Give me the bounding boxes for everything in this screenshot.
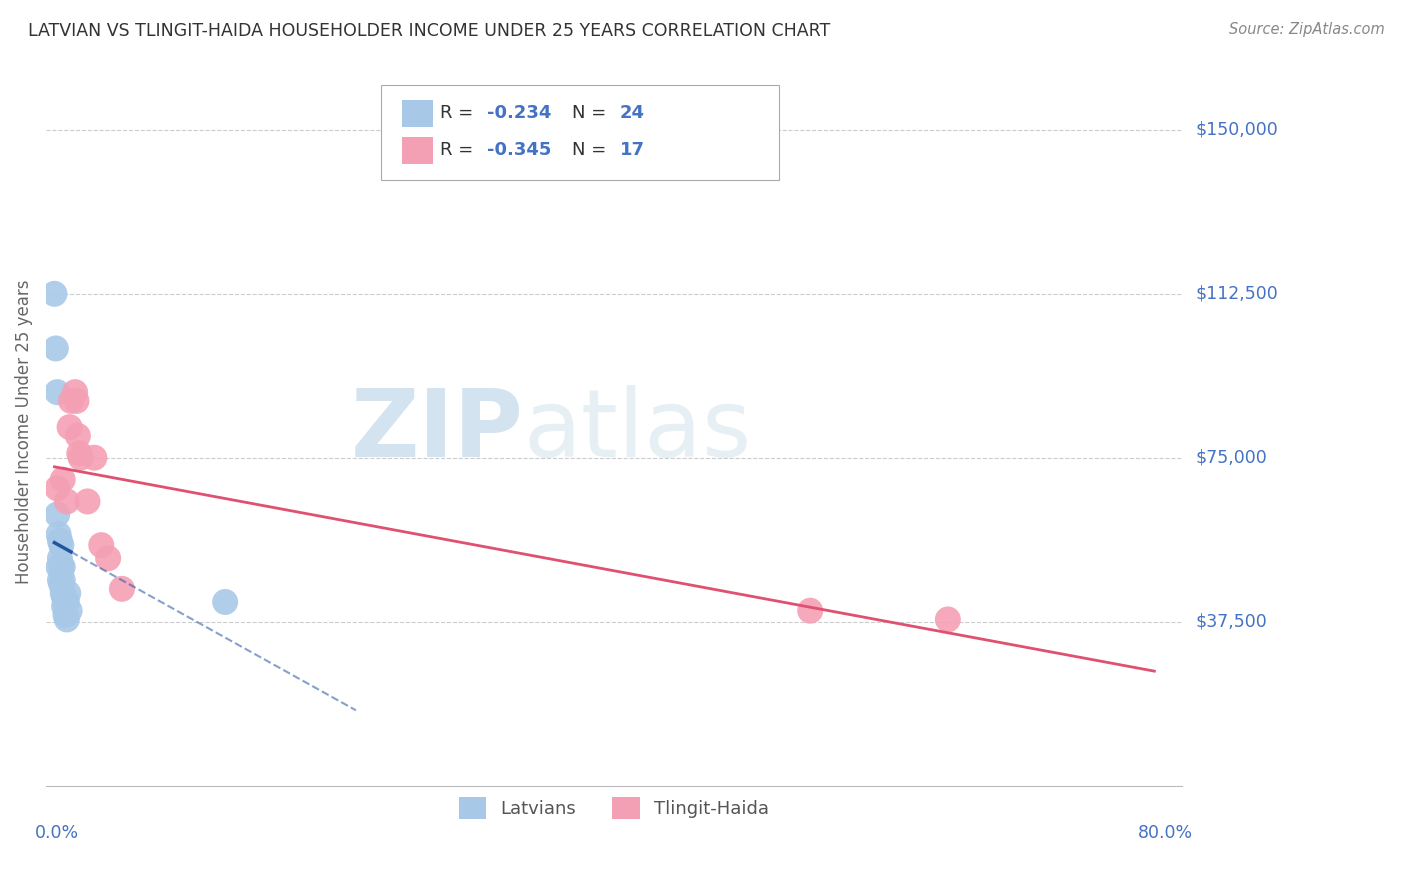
Text: 80.0%: 80.0% bbox=[1137, 824, 1194, 842]
Point bbox=[55, 608, 77, 623]
Point bbox=[58, 604, 80, 618]
Point bbox=[51, 538, 73, 552]
Point bbox=[46, 385, 69, 400]
Point bbox=[53, 599, 76, 614]
Text: 24: 24 bbox=[620, 103, 645, 122]
Point bbox=[51, 560, 73, 574]
Text: atlas: atlas bbox=[523, 385, 751, 477]
Point bbox=[799, 604, 821, 618]
Point bbox=[63, 385, 86, 400]
Point bbox=[51, 577, 73, 591]
Point bbox=[49, 533, 72, 548]
Point bbox=[52, 473, 75, 487]
Point bbox=[55, 595, 77, 609]
Text: 0.0%: 0.0% bbox=[35, 824, 79, 842]
Text: Source: ZipAtlas.com: Source: ZipAtlas.com bbox=[1229, 22, 1385, 37]
Text: $150,000: $150,000 bbox=[1195, 121, 1278, 139]
Point bbox=[53, 591, 76, 605]
FancyBboxPatch shape bbox=[402, 100, 433, 127]
Point bbox=[49, 573, 72, 587]
Point bbox=[65, 393, 87, 408]
Point bbox=[69, 450, 91, 465]
Point bbox=[52, 586, 75, 600]
Point bbox=[83, 450, 105, 465]
Point bbox=[45, 342, 67, 356]
Point bbox=[76, 494, 98, 508]
Text: -0.234: -0.234 bbox=[486, 103, 551, 122]
Point bbox=[214, 595, 236, 609]
FancyBboxPatch shape bbox=[381, 85, 779, 180]
Point bbox=[66, 429, 89, 443]
Text: ZIP: ZIP bbox=[350, 385, 523, 477]
Text: $75,000: $75,000 bbox=[1195, 449, 1268, 467]
Point bbox=[52, 560, 75, 574]
Point bbox=[90, 538, 112, 552]
Text: R =: R = bbox=[440, 141, 479, 160]
Point bbox=[111, 582, 134, 596]
Text: LATVIAN VS TLINGIT-HAIDA HOUSEHOLDER INCOME UNDER 25 YEARS CORRELATION CHART: LATVIAN VS TLINGIT-HAIDA HOUSEHOLDER INC… bbox=[28, 22, 831, 40]
Text: $37,500: $37,500 bbox=[1195, 613, 1268, 631]
Point bbox=[52, 573, 75, 587]
Point bbox=[58, 586, 80, 600]
FancyBboxPatch shape bbox=[402, 136, 433, 164]
Legend: Latvians, Tlingit-Haida: Latvians, Tlingit-Haida bbox=[451, 789, 776, 826]
Point bbox=[936, 612, 959, 626]
Point bbox=[97, 551, 120, 566]
Point bbox=[58, 420, 80, 434]
Text: N =: N = bbox=[572, 141, 612, 160]
Point bbox=[56, 595, 79, 609]
Point bbox=[48, 527, 70, 541]
Point bbox=[56, 612, 79, 626]
Text: R =: R = bbox=[440, 103, 479, 122]
Text: N =: N = bbox=[572, 103, 612, 122]
Point bbox=[56, 494, 79, 508]
Text: -0.345: -0.345 bbox=[486, 141, 551, 160]
Point bbox=[46, 481, 69, 495]
Point bbox=[46, 508, 69, 522]
Point bbox=[49, 551, 72, 566]
Point bbox=[44, 286, 66, 301]
Text: $112,500: $112,500 bbox=[1195, 285, 1278, 302]
Point bbox=[48, 560, 70, 574]
Point bbox=[67, 446, 90, 460]
Point bbox=[59, 393, 82, 408]
Text: 17: 17 bbox=[620, 141, 645, 160]
Y-axis label: Householder Income Under 25 years: Householder Income Under 25 years bbox=[15, 279, 32, 583]
